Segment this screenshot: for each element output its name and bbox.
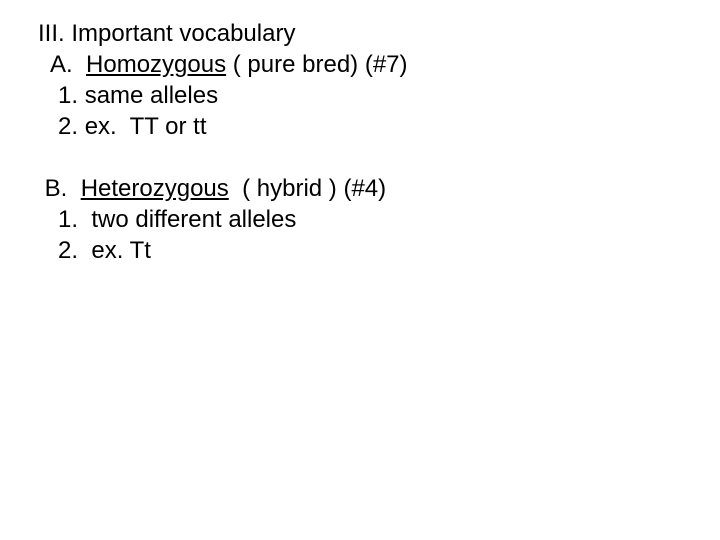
outline-item-b: B. Heterozygous ( hybrid ) (#4) [38,173,700,204]
term-heterozygous: Heterozygous [81,175,229,202]
outline-item-b-2: 2. ex. Tt [38,235,700,266]
outline-item-b-1: 1. two different alleles [38,204,700,235]
outline-heading-iii: III. Important vocabulary [38,18,700,49]
item-b-prefix: B. [38,175,81,202]
slide: III. Important vocabulary A. Homozygous … [0,0,720,540]
outline-item-a: A. Homozygous ( pure bred) (#7) [38,49,700,80]
outline-item-a-1: 1. same alleles [38,80,700,111]
item-a-prefix: A. [38,51,86,78]
item-b-suffix: ( hybrid ) (#4) [229,175,386,202]
term-homozygous: Homozygous [86,51,226,78]
blank-line [38,142,700,173]
outline-item-a-2: 2. ex. TT or tt [38,111,700,142]
item-a-suffix: ( pure bred) (#7) [226,51,407,78]
